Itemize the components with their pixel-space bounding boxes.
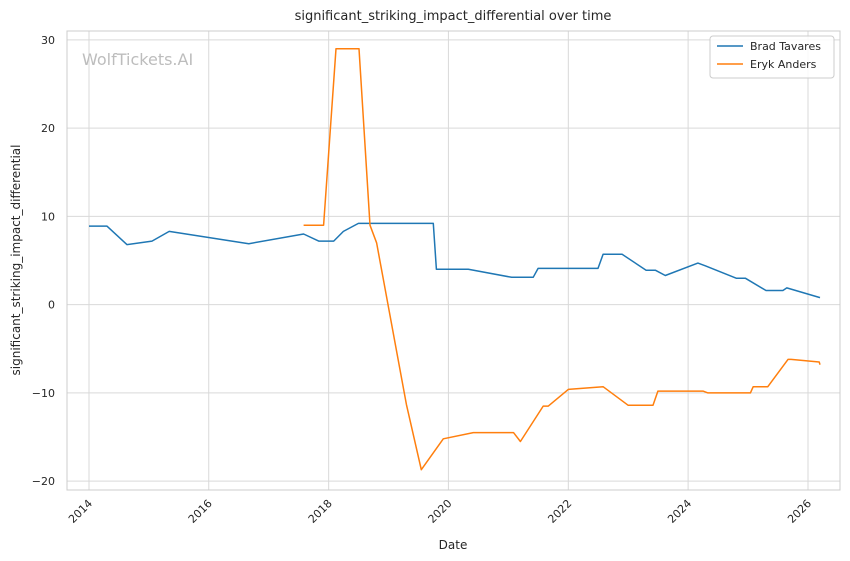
- x-tick-label: 2014: [66, 497, 95, 526]
- grid-lines: [67, 31, 840, 490]
- x-tick-label: 2024: [665, 497, 694, 526]
- series-line-brad-tavares: [89, 222, 821, 299]
- y-tick-label: 30: [41, 34, 55, 47]
- x-tick-label: 2020: [426, 497, 455, 526]
- x-tick-label: 2018: [306, 497, 335, 526]
- y-tick-label: −10: [32, 387, 55, 400]
- y-tick-label: −20: [32, 475, 55, 488]
- x-axis-label: Date: [439, 538, 468, 552]
- y-tick-label: 20: [41, 122, 55, 135]
- plot-frame: [66, 30, 841, 491]
- y-tick-label: 0: [48, 299, 55, 312]
- y-tick-label: 10: [41, 210, 55, 223]
- x-tick-label: 2016: [186, 497, 215, 526]
- legend-entry-eryk-anders: Eryk Anders: [750, 58, 817, 71]
- y-axis-label: significant_striking_impact_differential: [9, 145, 23, 376]
- legend-entry-brad-tavares: Brad Tavares: [750, 40, 821, 53]
- x-tick-label: 2026: [785, 497, 814, 526]
- x-tick-label: 2022: [545, 497, 574, 526]
- plot-background: [67, 31, 840, 490]
- series-line-eryk-anders: [303, 47, 821, 471]
- watermark-text: WolfTickets.AI: [82, 50, 193, 69]
- chart-title: significant_striking_impact_differential…: [295, 9, 612, 24]
- legend: Brad Tavares Eryk Anders: [709, 35, 835, 79]
- series-lines: [89, 47, 821, 471]
